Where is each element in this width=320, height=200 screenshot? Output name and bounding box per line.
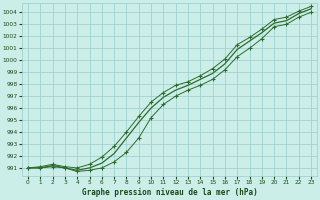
X-axis label: Graphe pression niveau de la mer (hPa): Graphe pression niveau de la mer (hPa) bbox=[82, 188, 257, 197]
